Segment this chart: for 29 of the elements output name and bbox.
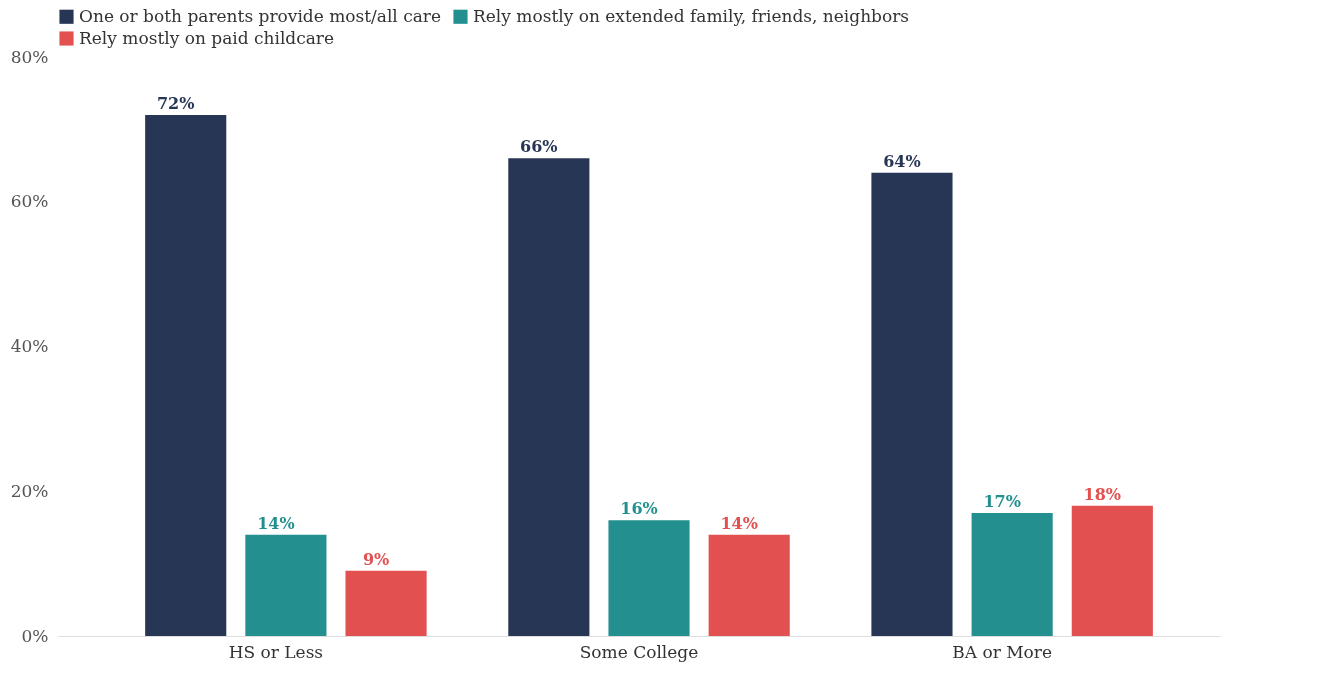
data-label: 9% — [362, 549, 390, 569]
y-tick-label: 20% — [10, 480, 49, 501]
bar — [508, 158, 590, 636]
x-tick-label: HS or Less — [228, 641, 324, 662]
legend-label: Rely mostly on paid childcare — [79, 27, 335, 48]
data-label: 64% — [883, 151, 921, 171]
legend-label: One or both parents provide most/all care — [79, 5, 442, 26]
y-tick-label: 40% — [10, 336, 49, 356]
bar — [608, 520, 690, 636]
bar — [145, 114, 227, 636]
data-label: 14% — [720, 513, 758, 533]
y-tick-label: 80% — [10, 46, 49, 67]
bar — [345, 570, 427, 636]
y-tick-label: 60% — [10, 191, 49, 212]
x-tick-label: Some College — [579, 641, 699, 662]
data-label: 18% — [1083, 484, 1122, 504]
data-label: 14% — [257, 513, 295, 533]
bar — [1071, 505, 1153, 636]
data-label: 72% — [156, 93, 195, 113]
y-tick-label: 0% — [21, 625, 49, 646]
bar — [971, 512, 1053, 636]
data-label: 16% — [620, 499, 658, 519]
bar — [708, 534, 790, 636]
data-label: 66% — [520, 137, 558, 157]
legend-label: Rely mostly on extended family, friends, neighbors — [473, 5, 910, 26]
bar — [245, 534, 327, 636]
data-label: 17% — [983, 491, 1021, 511]
bar — [871, 172, 953, 636]
x-tick-label: BA or More — [952, 641, 1053, 662]
